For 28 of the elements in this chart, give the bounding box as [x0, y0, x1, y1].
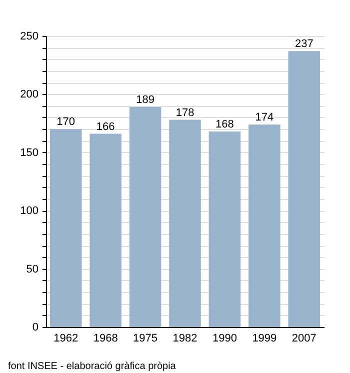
data-label: 174 [255, 111, 274, 124]
data-label: 168 [216, 118, 234, 130]
x-tick-label: 1962 [54, 332, 78, 344]
x-tick-label: 1999 [252, 332, 277, 344]
text: font INSEE - elaboració gràfica pròpia [8, 361, 176, 372]
bar [208, 131, 241, 327]
y-tick-label: 250 [20, 30, 38, 42]
data-label: 178 [176, 106, 194, 119]
y-tick-label: 150 [20, 146, 38, 159]
bar [50, 129, 82, 327]
x-tick-label: 1990 [212, 332, 237, 344]
bar [90, 134, 122, 327]
data-label: 170 [56, 116, 76, 128]
y-tick-label: 0 [32, 322, 38, 334]
data-label: 166 [96, 120, 115, 133]
x-tick-label: 1975 [133, 332, 158, 344]
x-tick-label: 1968 [93, 332, 118, 344]
x-tick-label: 1982 [172, 332, 198, 344]
data-label: 237 [294, 38, 314, 50]
data-label: 189 [136, 94, 154, 106]
bar [288, 51, 320, 327]
y-tick-label: 100 [20, 205, 38, 218]
y-tick-label: 200 [20, 88, 38, 101]
bar [169, 120, 201, 327]
bar [129, 107, 162, 327]
bar [248, 124, 280, 327]
x-tick-label: 2007 [292, 332, 316, 344]
y-tick-label: 50 [26, 263, 38, 276]
